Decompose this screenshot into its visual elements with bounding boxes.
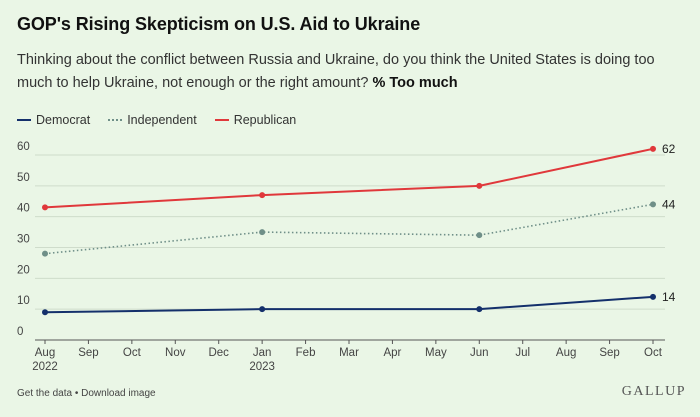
legend-item-republican: Republican xyxy=(214,113,297,127)
series-line-independent xyxy=(44,203,654,255)
data-point-republican-1 xyxy=(259,192,266,199)
data-point-republican-3 xyxy=(650,145,656,152)
data-point-republican-2 xyxy=(476,182,483,189)
legend: Democrat Independent Republican xyxy=(17,113,314,127)
x-tick-label-14: Oct xyxy=(644,347,663,359)
x-tick-label-5: Jan xyxy=(253,347,272,359)
series-line-democrat xyxy=(44,295,654,314)
y-tick-label-40: 40 xyxy=(17,203,30,215)
x-tick-label-6: Feb xyxy=(296,347,316,359)
data-point-independent-2 xyxy=(476,232,483,239)
measure-label: % Too much xyxy=(372,75,458,91)
x-tick-label-7: Mar xyxy=(339,347,359,359)
download-image-link[interactable]: Download image xyxy=(81,388,156,399)
x-tick-label-4: Dec xyxy=(208,347,229,359)
legend-label-republican: Republican xyxy=(233,113,297,127)
end-label-republican: 62 xyxy=(662,142,676,156)
data-point-democrat-0 xyxy=(42,309,48,316)
x-tick-label-1: Sep xyxy=(78,347,98,359)
footer-separator: • xyxy=(74,388,79,399)
y-tick-label-10: 10 xyxy=(17,295,30,307)
x-tick-label-12: Aug xyxy=(556,347,576,359)
chart-title: GOP's Rising Skepticism on U.S. Aid to U… xyxy=(17,14,421,34)
y-tick-label-20: 20 xyxy=(17,264,30,276)
data-point-independent-3 xyxy=(650,201,656,208)
x-tick-label-13: Sep xyxy=(599,347,619,359)
data-point-democrat-2 xyxy=(476,306,483,313)
x-tick-label-10: Jun xyxy=(470,347,489,359)
x-tick-label-0: Aug xyxy=(35,347,55,359)
y-tick-label-50: 50 xyxy=(17,172,30,184)
legend-swatch-independent xyxy=(108,119,123,121)
series-line-republican xyxy=(44,147,654,209)
x-tick-year-5: 2023 xyxy=(249,361,275,373)
question-text: Thinking about the conflict between Russ… xyxy=(17,52,655,91)
x-tick-label-8: Apr xyxy=(383,347,401,359)
data-point-democrat-1 xyxy=(259,306,266,313)
legend-item-independent: Independent xyxy=(108,113,197,127)
y-tick-label-60: 60 xyxy=(17,141,30,153)
legend-swatch-republican xyxy=(214,119,229,121)
x-tick-label-11: Jul xyxy=(515,347,530,359)
data-point-independent-0 xyxy=(42,250,48,257)
gallup-logo: GALLUP xyxy=(621,384,686,399)
legend-swatch-democrat xyxy=(17,119,31,121)
footer-links: Get the data • Download image xyxy=(17,388,156,399)
end-label-democrat: 14 xyxy=(662,290,676,304)
x-tick-year-0: 2022 xyxy=(32,361,58,373)
legend-label-democrat: Democrat xyxy=(36,113,91,127)
x-tick-label-2: Oct xyxy=(123,347,142,359)
data-point-republican-0 xyxy=(42,204,48,211)
data-point-independent-1 xyxy=(259,229,266,236)
x-tick-label-9: May xyxy=(425,347,447,359)
legend-item-democrat: Democrat xyxy=(17,113,90,127)
data-point-democrat-3 xyxy=(650,293,656,300)
legend-label-independent: Independent xyxy=(127,113,197,127)
y-tick-label-0: 0 xyxy=(17,326,23,338)
end-label-independent: 44 xyxy=(662,197,676,211)
get-data-link[interactable]: Get the data xyxy=(17,388,73,399)
chart-subtitle: Thinking about the conflict between Russ… xyxy=(17,49,687,95)
y-tick-label-30: 30 xyxy=(17,234,30,246)
x-tick-label-3: Nov xyxy=(165,347,186,359)
